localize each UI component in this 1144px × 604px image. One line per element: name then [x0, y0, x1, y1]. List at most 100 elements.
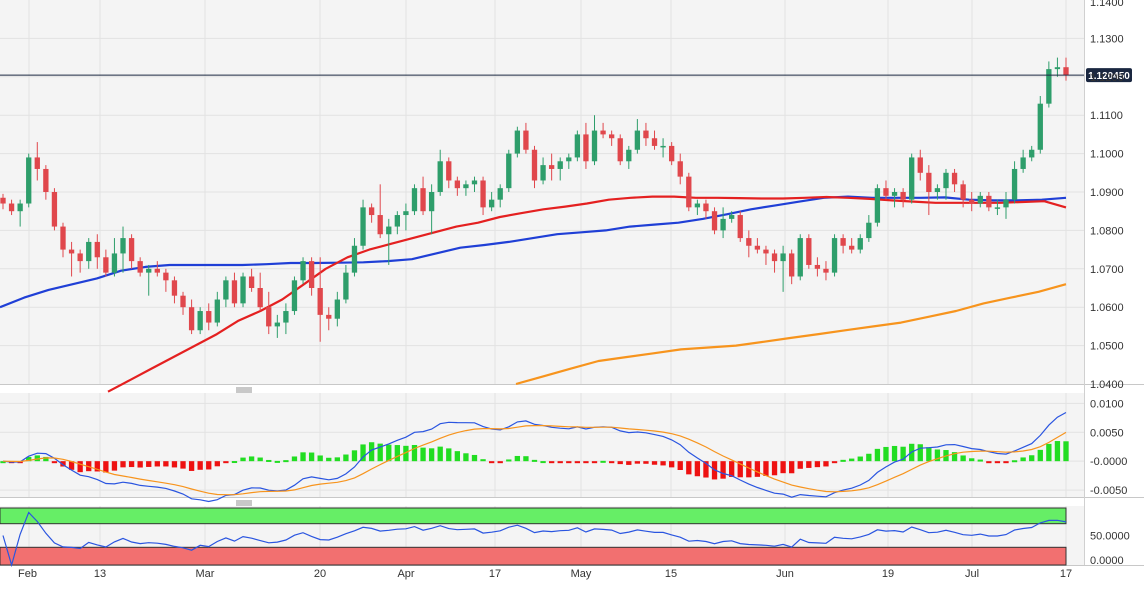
macd-histogram-bar [1003, 461, 1009, 464]
candle-body [1046, 69, 1052, 104]
candle-body [1054, 67, 1061, 70]
candle-body [986, 195, 992, 208]
candle-body [231, 280, 238, 304]
macd-tick-label: -0.0050 [1090, 485, 1127, 497]
moving-averages [0, 195, 1067, 393]
candle-body [626, 149, 632, 162]
macd-histogram-bar [94, 461, 100, 472]
macd-histogram-bar [360, 444, 366, 462]
candle-body [403, 211, 409, 216]
macd-histogram-bar [488, 461, 495, 464]
candle-body [420, 188, 426, 212]
macd-histogram-bar [163, 461, 169, 467]
macd-histogram-bar [274, 460, 280, 463]
candle-body [814, 264, 821, 269]
macd-histogram-bar [428, 448, 435, 462]
macd-histogram-bar [308, 452, 315, 462]
candle-body [34, 157, 40, 169]
macd-histogram-bar [343, 454, 349, 462]
panel-resize-handles[interactable] [236, 387, 252, 506]
candle-body [840, 238, 846, 246]
macd-histogram-bar [197, 461, 203, 470]
macd-histogram-bar [43, 456, 49, 462]
candle-body [154, 268, 160, 273]
macd-histogram-bar [608, 461, 615, 464]
candle-body [68, 249, 75, 254]
macd-histogram-bar [471, 454, 478, 462]
candle-body [163, 272, 169, 281]
candle-body [471, 180, 478, 185]
macd-histogram-bar [969, 458, 975, 462]
candle-body [120, 238, 126, 254]
candlesticks [0, 57, 1069, 342]
candle-body [763, 249, 769, 254]
x-tick-label: Feb [18, 568, 37, 580]
candle-body [437, 161, 443, 192]
x-tick-label: 19 [882, 568, 894, 580]
candle-body [866, 222, 872, 239]
candle-body [223, 280, 229, 300]
x-tick-label: 17 [1060, 568, 1072, 580]
macd-histogram-bar [806, 461, 812, 468]
macd-histogram-bar [994, 461, 1001, 464]
macd-histogram-bar [300, 452, 306, 462]
candle-body [171, 280, 178, 296]
macd-histogram-bar [900, 446, 906, 462]
candle-body [574, 134, 581, 158]
y-tick-label: 1.0800 [1090, 225, 1124, 237]
candle-body [548, 165, 555, 169]
candle-body [283, 311, 289, 323]
candle-body [497, 188, 503, 200]
axes: 1.0400 1.0500 1.0600 1.0700 1.0800 1.0900 1.10… [18, 0, 1130, 580]
candle-body [274, 322, 280, 327]
candle-body [197, 311, 203, 331]
macd-histogram-bar [77, 461, 83, 473]
candle-body [540, 165, 546, 181]
macd-histogram-bar [831, 461, 838, 464]
y-tick-label: 1.0900 [1090, 187, 1124, 199]
candle-body [351, 245, 358, 273]
candle-body [446, 161, 452, 181]
macd-histogram-bar [214, 461, 220, 467]
y-tick-label: 1.1000 [1090, 149, 1124, 161]
candle-body [566, 157, 572, 162]
rsi-tick-label: 0.0000 [1090, 555, 1124, 567]
candle-body [240, 276, 246, 304]
macd-histogram-bar [737, 461, 743, 478]
macd-histogram-bar [188, 461, 195, 471]
candle-body [926, 172, 932, 192]
candle-body [608, 134, 615, 139]
macd-line [2, 411, 1067, 503]
candle-body [780, 253, 786, 262]
candle-body [386, 226, 392, 235]
overbought-zone [0, 507, 1067, 525]
macd-histogram-bar [1063, 441, 1069, 462]
candle-body [488, 199, 495, 208]
signal-line [2, 425, 1067, 496]
candle-body [977, 195, 983, 204]
candle-body [480, 180, 486, 208]
macd-histogram-bar [669, 461, 675, 468]
candle-body [368, 207, 375, 216]
macd-histogram-bar [326, 457, 332, 462]
candle-body [694, 203, 701, 208]
y-tick-label: 1.0700 [1090, 264, 1124, 276]
candle-body [77, 253, 83, 262]
macd-histogram-bar [206, 461, 212, 470]
x-tick-label: Apr [397, 568, 414, 580]
candle-body [360, 207, 366, 246]
macd-histogram-bar [840, 459, 846, 462]
macd-histogram-bar [566, 461, 572, 464]
candle-body [146, 268, 152, 273]
candle-body [857, 238, 863, 250]
macd-histogram-bar [917, 444, 923, 462]
macd-histogram-bar [823, 461, 829, 467]
macd-histogram-bar [454, 451, 461, 462]
candle-body [634, 130, 641, 150]
candle-body [214, 299, 220, 323]
y-tick-label: 1.1300 [1090, 33, 1124, 45]
candle-body [969, 199, 975, 204]
candle-body [103, 257, 109, 273]
candle-body [729, 215, 735, 219]
candle-body [1020, 157, 1026, 169]
